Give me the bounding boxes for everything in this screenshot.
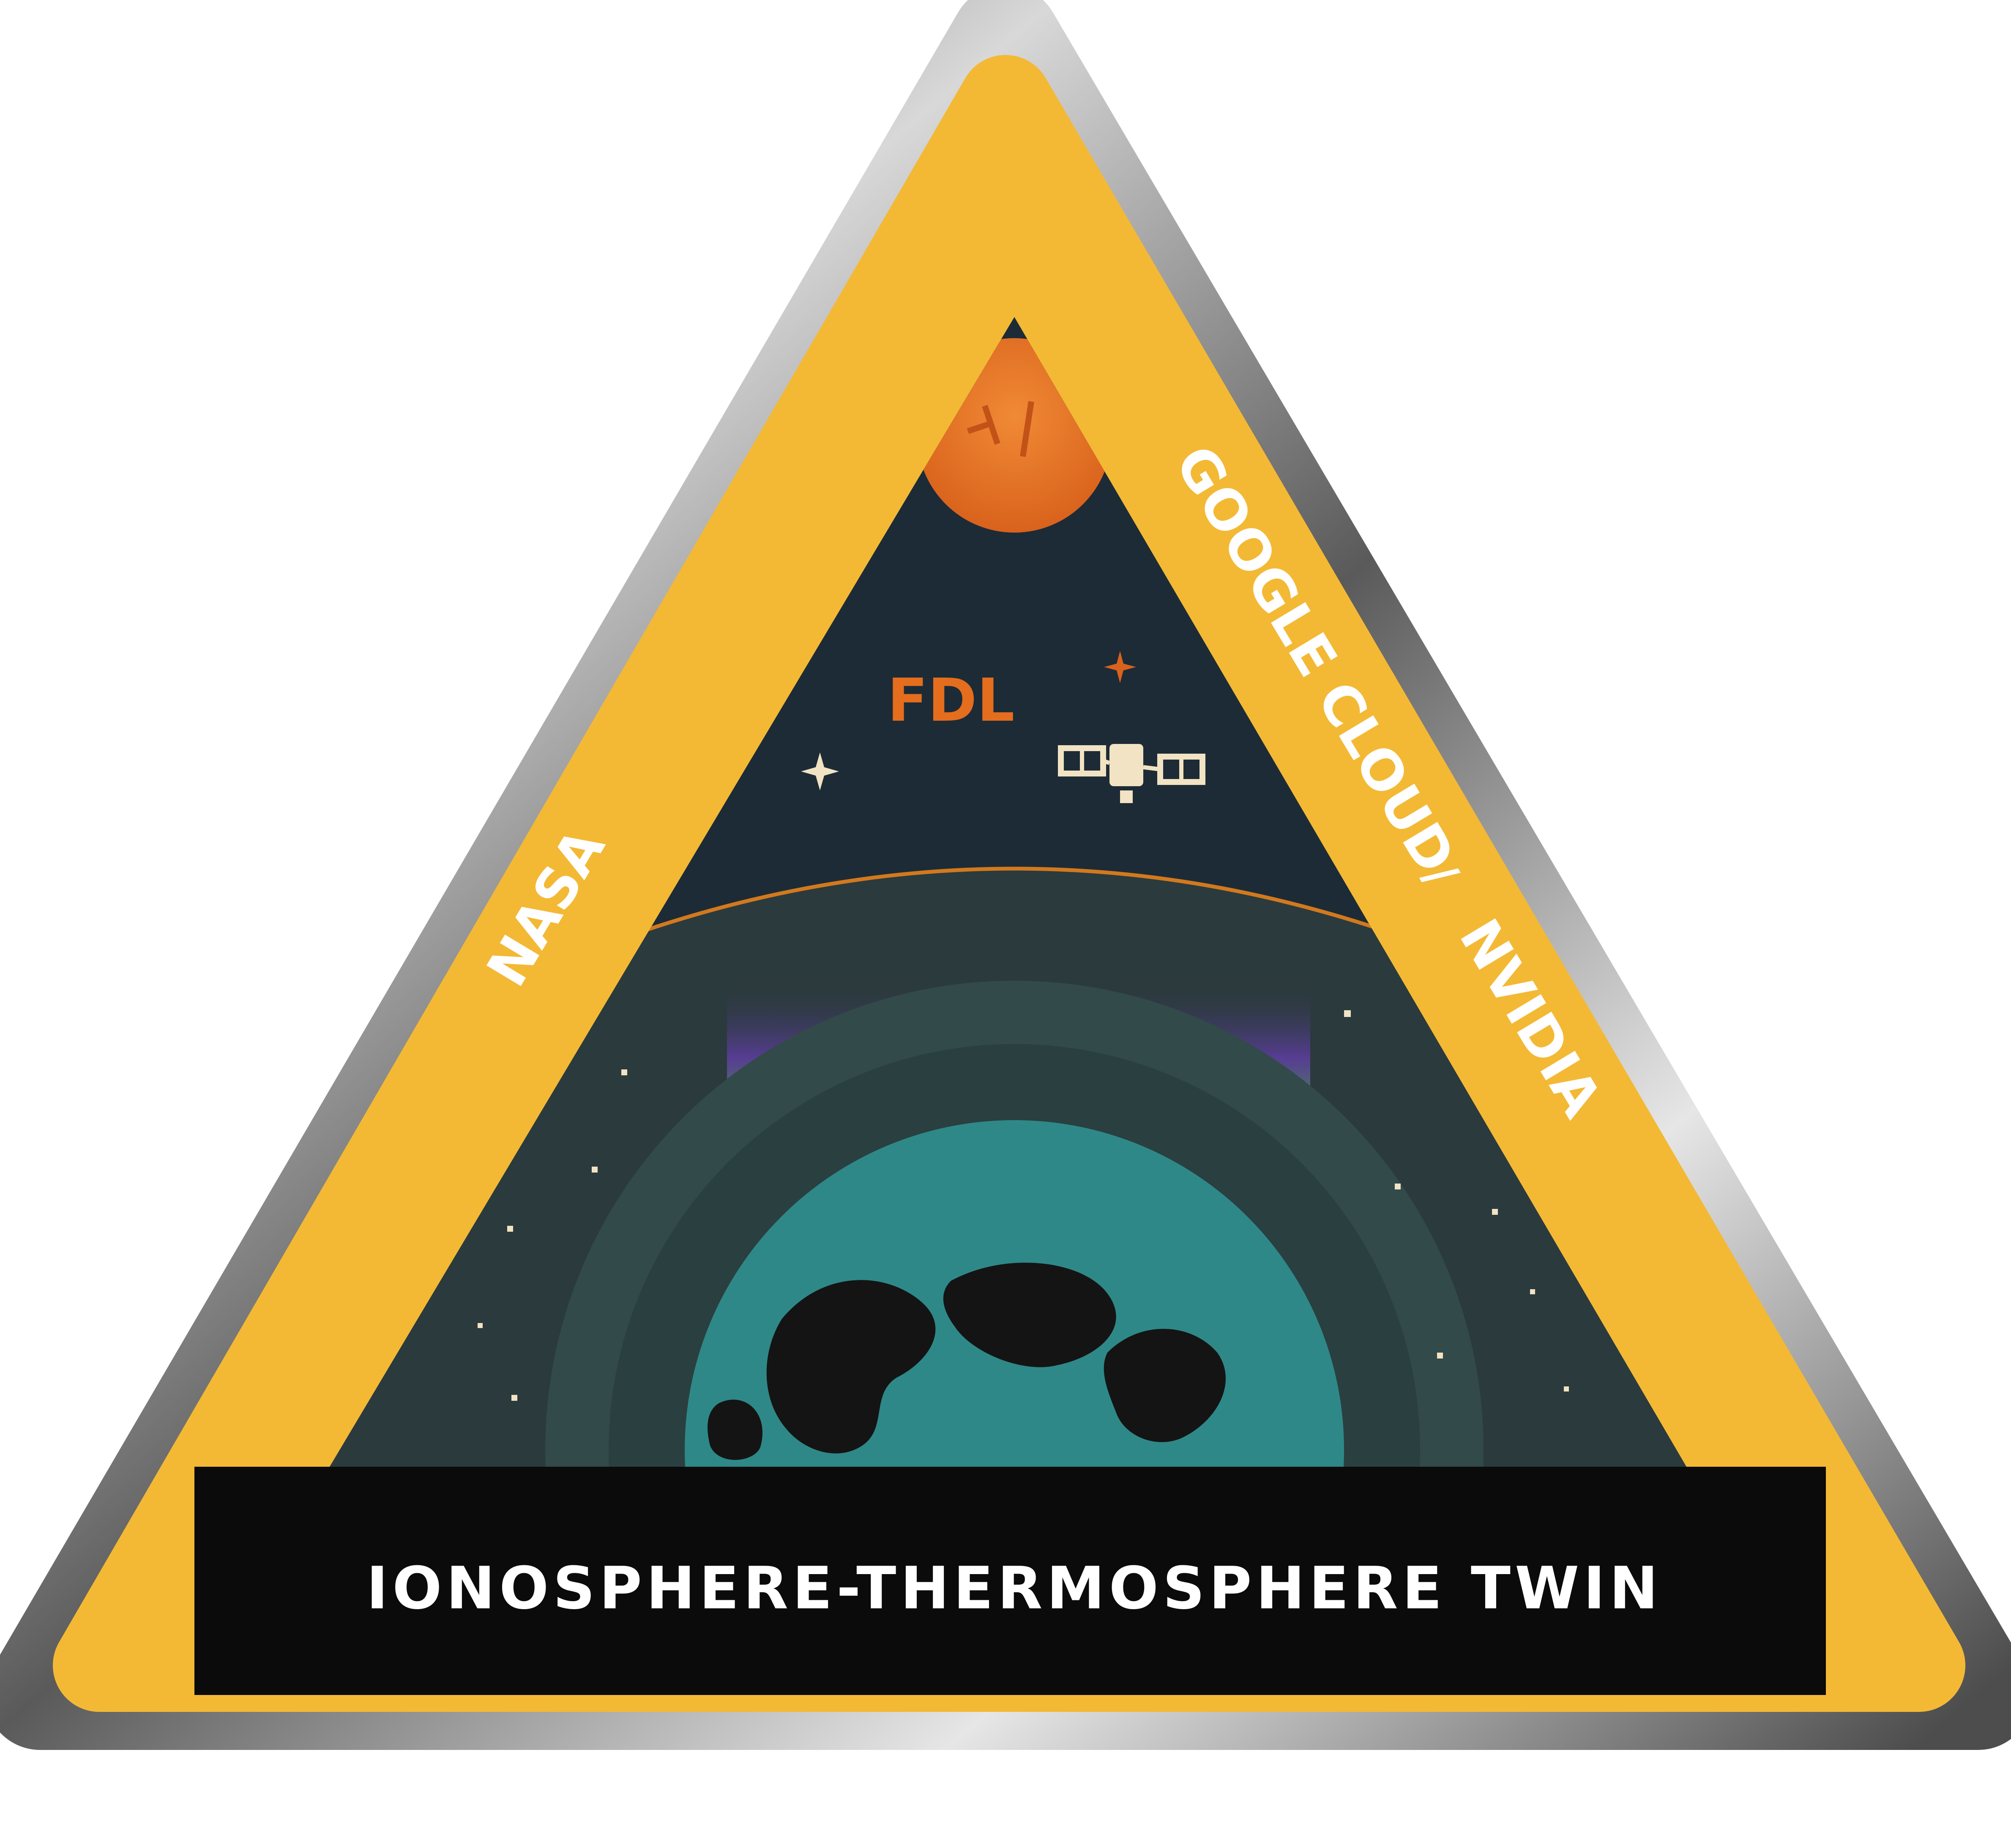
fdl-label: FDL	[887, 666, 1014, 735]
satellite-icon	[1058, 744, 1205, 803]
banner-title: IONOSPHERE-THERMOSPHERE TWIN	[366, 1554, 1662, 1622]
title-banner	[194, 1467, 1826, 1695]
star-icon	[478, 651, 1569, 1401]
earth-icon	[545, 981, 1484, 1467]
orbit-line	[633, 867, 1396, 936]
